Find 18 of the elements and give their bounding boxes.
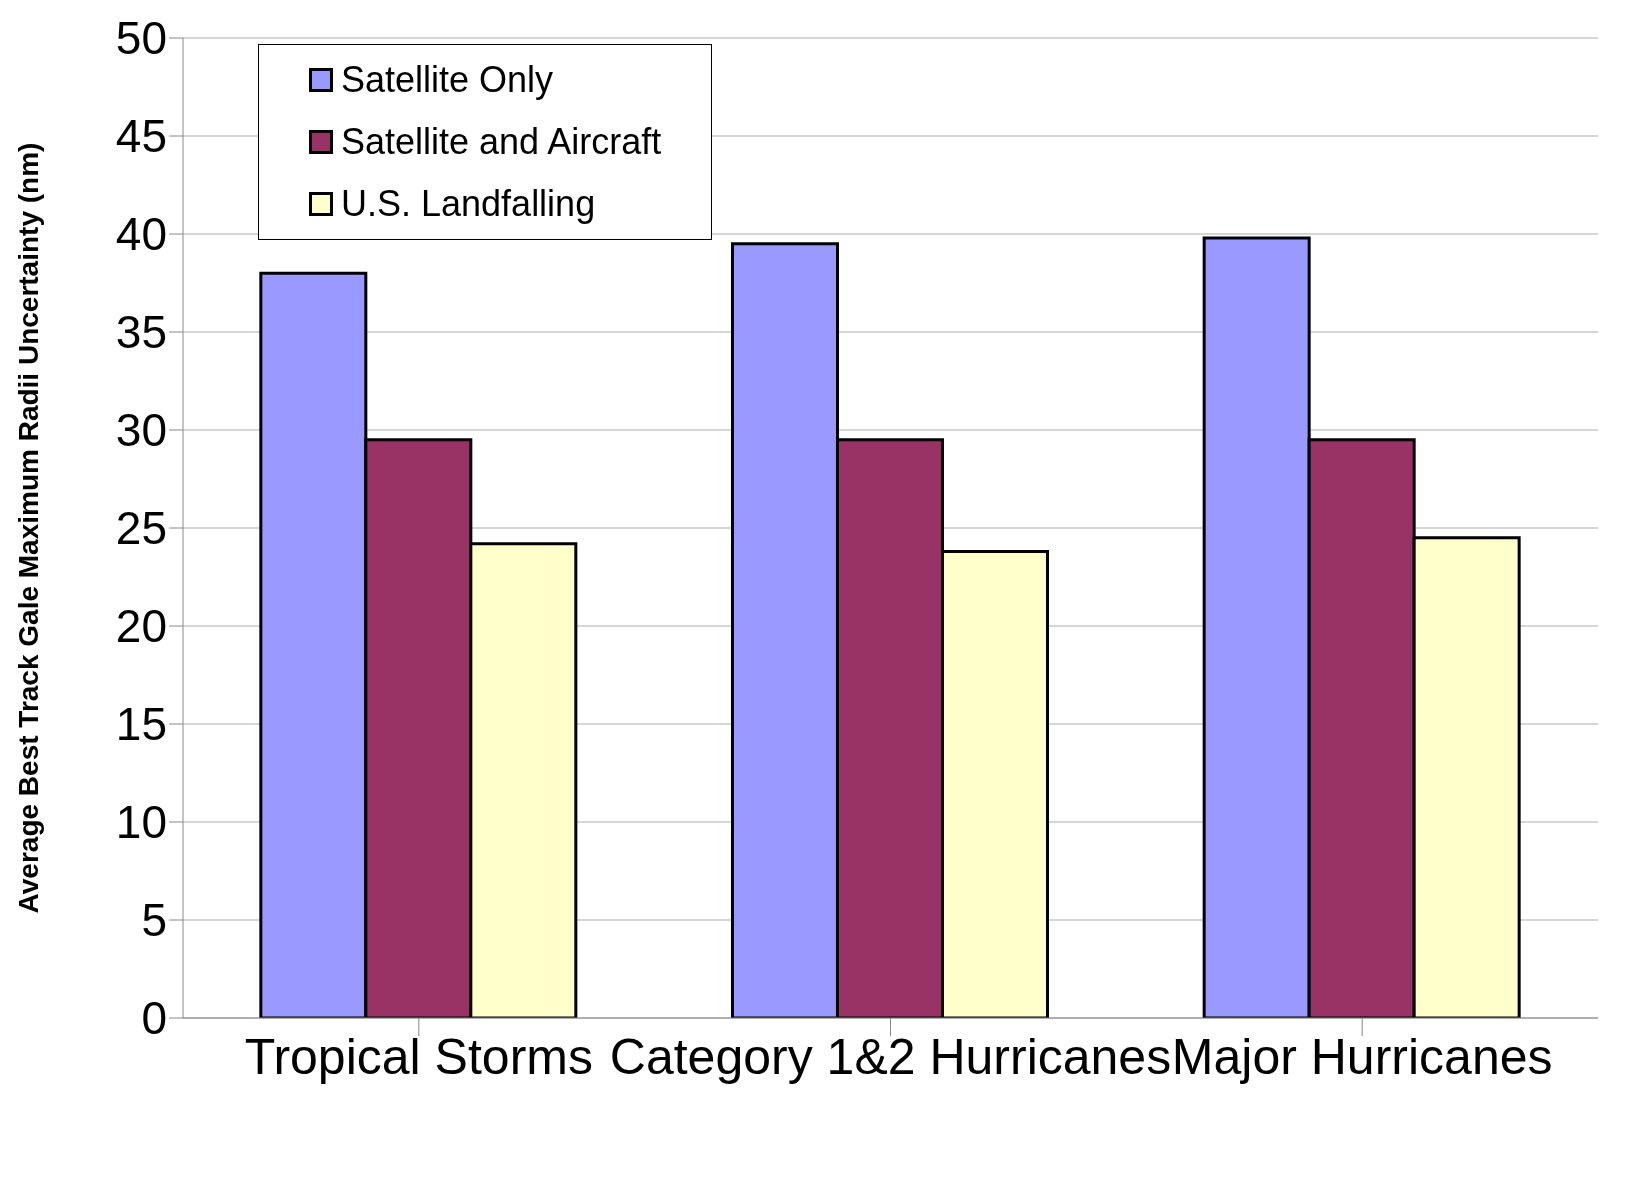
y-tick-label: 5 <box>141 894 167 947</box>
y-tick-label: 10 <box>115 796 167 849</box>
legend-label: Satellite and Aircraft <box>341 121 662 163</box>
y-tick-label: 30 <box>115 404 167 457</box>
legend-label: Satellite Only <box>341 59 554 101</box>
y-tick-label: 15 <box>115 698 167 751</box>
y-tick-label: 40 <box>115 208 167 261</box>
x-tick-label: Major Hurricanes <box>1171 1028 1553 1085</box>
y-tick-label: 50 <box>115 12 167 65</box>
legend-label: U.S. Landfalling <box>341 183 596 225</box>
y-tick-label: 20 <box>115 600 167 653</box>
y-axis-title: Average Best Track Gale Maximum Radii Uncertainty (nm) <box>12 142 44 914</box>
y-tick-label: 25 <box>115 502 167 555</box>
x-tick-label: Category 1&2 Hurricanes <box>609 1028 1172 1085</box>
y-tick-label: 0 <box>141 992 167 1045</box>
y-tick-label: 45 <box>115 110 167 163</box>
y-tick-label: 35 <box>115 306 167 359</box>
x-tick-label: Tropical Storms <box>244 1028 593 1085</box>
